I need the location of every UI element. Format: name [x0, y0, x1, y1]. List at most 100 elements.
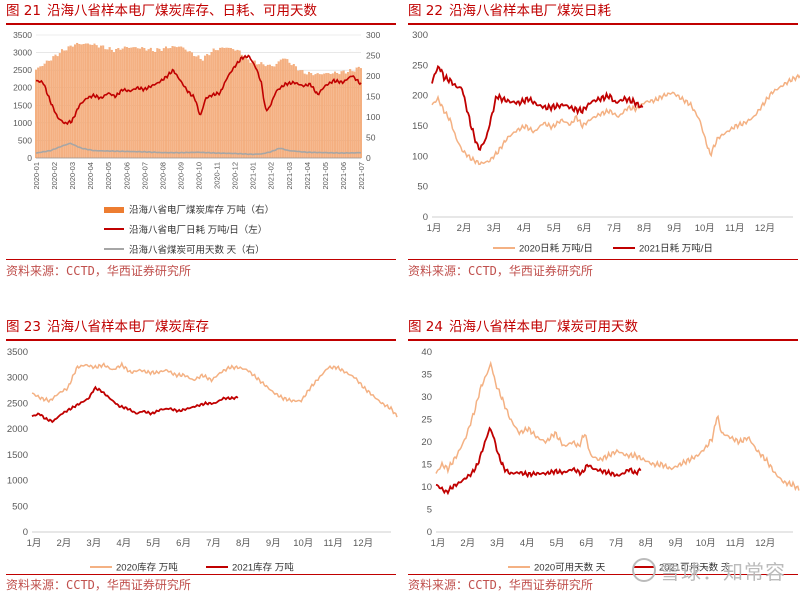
- legend-2020-label: 2020库存 万吨: [116, 562, 178, 574]
- stock-bar: [210, 51, 213, 159]
- stock-bar: [295, 66, 297, 159]
- stock-bar: [232, 49, 235, 159]
- stock-bar: [223, 48, 226, 159]
- x-tick-label: 7月: [609, 538, 624, 549]
- stock-bar: [305, 74, 308, 159]
- stock-bar: [184, 49, 187, 159]
- y-tick-label: 35: [421, 370, 432, 381]
- x-tick-label: 10月: [696, 538, 716, 549]
- y-right-tick-label: 300: [366, 30, 380, 40]
- stock-bar: [108, 47, 111, 159]
- figure-22-rule: [408, 23, 798, 25]
- y-left-tick-label: 500: [18, 135, 32, 145]
- figure-23-rule: [6, 339, 396, 341]
- x-tick-label: 8月: [236, 538, 251, 549]
- x-tick-label: 1月: [427, 223, 442, 234]
- y-tick-label: 10: [421, 482, 432, 493]
- y-left-tick-label: 1500: [13, 100, 32, 110]
- y-tick-label: 25: [421, 415, 432, 426]
- figure-24-source: 资料来源：CCTD，华西证券研究所: [408, 578, 593, 592]
- x-tick-label: 2月: [57, 538, 72, 549]
- x-tick-label: 4月: [517, 223, 532, 234]
- stock-bar: [331, 73, 334, 159]
- figure-22-source: 资料来源：CCTD，华西证券研究所: [408, 264, 593, 278]
- stock-bar: [43, 63, 46, 159]
- stock-bar: [260, 62, 263, 159]
- x-tick-label: 1月: [27, 538, 42, 549]
- legend-consumption-label: 沿海八省电厂日耗 万吨/日（左）: [129, 224, 267, 236]
- stock-bar: [275, 63, 278, 159]
- stock-bar: [169, 48, 172, 159]
- stock-bar: [167, 48, 170, 159]
- legend-2020-label: 2020日耗 万吨/日: [519, 243, 593, 255]
- stock-bar: [269, 64, 271, 159]
- series-line-2021: [431, 64, 644, 152]
- y-right-tick-label: 100: [366, 112, 380, 122]
- stock-bar: [134, 47, 137, 159]
- x-tick-label: 3月: [86, 538, 101, 549]
- stock-bar: [256, 64, 258, 159]
- x-tick-label: 5月: [146, 538, 161, 549]
- stock-bar: [65, 50, 68, 159]
- x-tick-label: 7月: [607, 223, 622, 234]
- stock-bar: [321, 74, 323, 159]
- x-tick-label: 2020-04: [86, 162, 95, 190]
- x-tick-label: 6月: [579, 538, 594, 549]
- stock-bar: [141, 47, 144, 159]
- x-tick-label: 4月: [520, 538, 535, 549]
- figure-23-chart: 0 500 1000 1500 2000 2500 3000 3500 1月 2月 3月 4月 5月 6月…: [7, 347, 398, 574]
- figure-24-panel: 图 24 沿海八省样本电厂煤炭可用天数 0 5 10 15 20 25 30 35 40 1月 2月 3…: [408, 316, 800, 606]
- stock-bar: [338, 74, 341, 159]
- stock-bar: [227, 47, 230, 159]
- y-right-tick-label: 250: [366, 51, 380, 61]
- stock-bar: [178, 46, 180, 159]
- y-tick-label: 200: [412, 91, 428, 102]
- x-tick-label: 12月: [755, 223, 775, 234]
- x-tick-label: 6月: [176, 538, 191, 549]
- stock-bar: [351, 71, 354, 159]
- x-tick-label: 7月: [206, 538, 221, 549]
- x-tick-label: 2021-07: [357, 162, 366, 190]
- x-tick-label: 2月: [457, 223, 472, 234]
- stock-bar: [353, 71, 356, 159]
- x-tick-label: 12月: [755, 538, 775, 549]
- y-tick-label: 0: [427, 527, 432, 538]
- series-line-2021: [435, 426, 642, 496]
- figure-22-panel: 图 22 沿海八省样本电厂煤炭日耗 0 50 100 150 200 250 300 1月 2月 3…: [408, 0, 800, 290]
- stock-bar: [154, 51, 157, 159]
- figure-21-title: 图 21 沿海八省样本电厂煤炭库存、日耗、可用天数: [6, 0, 396, 22]
- x-tick-label: 9月: [667, 223, 682, 234]
- y-left-tick-label: 2500: [13, 65, 32, 75]
- stock-bar: [63, 50, 66, 159]
- daily-consumption-line: [35, 54, 362, 126]
- y-tick-label: 1500: [7, 450, 28, 461]
- stock-bar: [80, 44, 83, 159]
- figure-21-chart: 0 500 1000 1500 2000 2500 3000 3500 0 50 100 150 200…: [13, 30, 380, 256]
- x-tick-label: 3月: [487, 223, 502, 234]
- stock-bar: [221, 47, 224, 159]
- stock-bar: [249, 62, 252, 159]
- x-tick-label: 6月: [577, 223, 592, 234]
- y-tick-label: 30: [421, 392, 432, 403]
- figure-23-title: 图 23 沿海八省样本电厂煤炭库存: [6, 316, 396, 338]
- figure-24-bottom-rule: [408, 574, 798, 575]
- x-tick-label: 5月: [547, 223, 562, 234]
- x-tick-label: 2020-01: [32, 162, 41, 190]
- stock-bar: [206, 54, 209, 159]
- stock-bar: [100, 45, 102, 159]
- legend-days-label: 沿海八省煤炭可用天数 天（右）: [129, 244, 265, 256]
- stock-bar: [301, 70, 304, 159]
- x-tick-label: 2021-03: [285, 162, 294, 190]
- stock-bar: [193, 56, 196, 159]
- figure-21-label: 图 21: [6, 3, 41, 19]
- y-tick-label: 100: [412, 151, 428, 162]
- stock-bar: [71, 46, 74, 159]
- figure-21-panel: 图 21 沿海八省样本电厂煤炭库存、日耗、可用天数 0 500 1000 1500 200…: [6, 0, 396, 290]
- stock-bar: [290, 65, 293, 159]
- y-right-tick-label: 200: [366, 71, 380, 81]
- x-tick-label: 10月: [293, 538, 313, 549]
- y-tick-label: 0: [23, 527, 28, 538]
- stock-bar: [349, 69, 352, 159]
- x-tick-label: 2021-02: [267, 162, 276, 190]
- stock-bar: [245, 55, 248, 159]
